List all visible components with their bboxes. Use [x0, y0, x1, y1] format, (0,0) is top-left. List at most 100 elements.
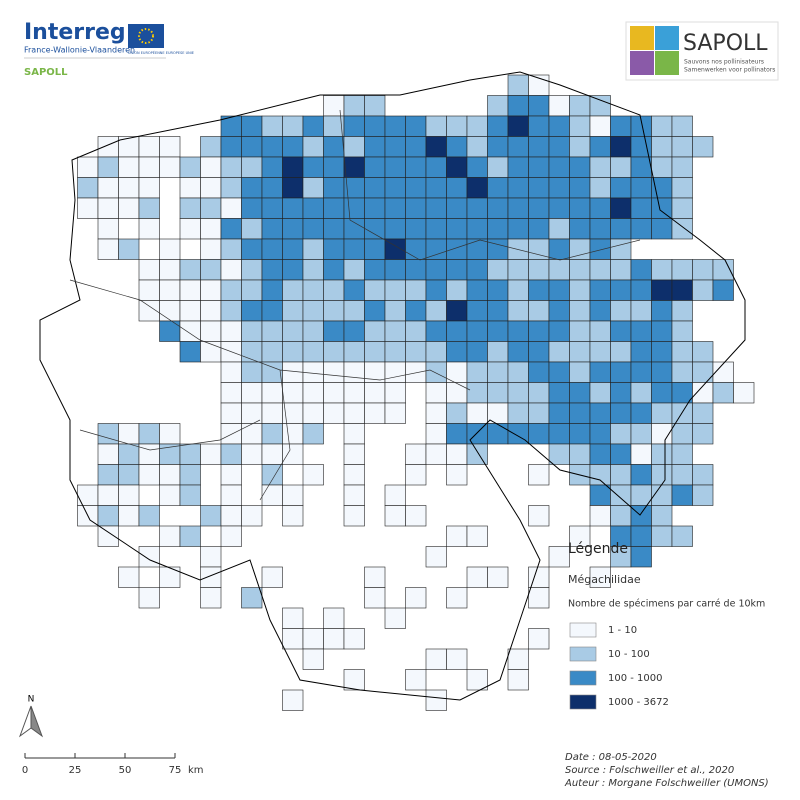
grid-cell — [200, 259, 222, 281]
legend-taxon: Mégachilidae — [568, 573, 641, 586]
grid-cell — [528, 279, 550, 301]
grid-cell — [466, 300, 488, 322]
grid-cell — [282, 279, 304, 301]
grid-cell — [507, 74, 529, 96]
grid-cell — [138, 443, 160, 465]
grid-cell — [200, 136, 222, 158]
grid-cell — [589, 218, 611, 240]
grid-cell — [159, 259, 181, 281]
grid-cell — [589, 320, 611, 342]
grid-cell — [364, 587, 386, 609]
credit-line: Date : 08-05-2020 — [565, 752, 657, 763]
grid-cell — [548, 218, 570, 240]
grid-cell — [179, 156, 201, 178]
grid-cell — [589, 156, 611, 178]
grid-cell — [220, 464, 242, 486]
eu-flag — [128, 24, 164, 48]
grid-cell — [261, 341, 283, 363]
grid-cell — [97, 197, 119, 219]
grid-cell — [118, 443, 140, 465]
legend-subtitle: Nombre de spécimens par carré de 10km — [568, 599, 765, 610]
grid-cell — [507, 95, 529, 117]
grid-cell — [138, 259, 160, 281]
grid-cell — [487, 361, 509, 383]
grid-cell — [343, 423, 365, 445]
grid-cell — [507, 341, 529, 363]
grid-cell — [651, 115, 673, 137]
grid-cell — [569, 279, 591, 301]
grid-cell — [118, 566, 140, 588]
grid-cell — [179, 197, 201, 219]
grid-cell — [589, 361, 611, 383]
grid-cell — [446, 300, 468, 322]
grid-cell — [118, 505, 140, 527]
grid-cell — [671, 423, 693, 445]
grid-cell — [610, 341, 632, 363]
grid-cell — [282, 505, 304, 527]
grid-cell — [343, 402, 365, 424]
grid-cell — [343, 115, 365, 137]
grid-cell — [466, 320, 488, 342]
grid-cell — [528, 423, 550, 445]
grid-cell — [97, 177, 119, 199]
grid-cell — [343, 197, 365, 219]
grid-cell — [220, 238, 242, 260]
grid-cell — [610, 279, 632, 301]
grid-cell — [179, 259, 201, 281]
grid-cell — [569, 320, 591, 342]
grid-cell — [343, 443, 365, 465]
grid-cell — [692, 361, 714, 383]
grid-cell — [528, 197, 550, 219]
grid-cell — [528, 136, 550, 158]
grid-cell — [589, 566, 611, 588]
grid-cell — [159, 238, 181, 260]
grid-cell — [487, 238, 509, 260]
grid-cell — [282, 156, 304, 178]
grid-cell — [138, 546, 160, 568]
grid-cell — [220, 423, 242, 445]
grid-cell — [261, 402, 283, 424]
grid-cell — [630, 197, 652, 219]
grid-cell — [651, 300, 673, 322]
grid-cell — [425, 197, 447, 219]
grid-cell — [610, 484, 632, 506]
grid-cell — [507, 156, 529, 178]
grid-cell — [548, 546, 570, 568]
grid-cell — [671, 259, 693, 281]
grid-cell — [446, 382, 468, 404]
logo-line: Sauvons nos pollinisateurs — [684, 59, 764, 66]
grid-cell — [507, 382, 529, 404]
grid-cell — [179, 484, 201, 506]
grid-cell — [569, 95, 591, 117]
grid-cell — [651, 443, 673, 465]
grid-cell — [569, 525, 591, 547]
grid-cell — [384, 341, 406, 363]
grid-cell — [323, 279, 345, 301]
grid-cell — [528, 628, 550, 650]
grid-cell — [651, 259, 673, 281]
grid-cell — [220, 136, 242, 158]
grid-cell — [692, 423, 714, 445]
grid-cell — [200, 546, 222, 568]
grid-cell — [282, 238, 304, 260]
grid-cell — [671, 484, 693, 506]
grid-cell — [466, 115, 488, 137]
grid-cell — [405, 443, 427, 465]
grid-cell — [651, 341, 673, 363]
grid-cell — [528, 320, 550, 342]
grid-cell — [220, 197, 242, 219]
grid-cell — [384, 402, 406, 424]
grid-cell — [548, 443, 570, 465]
grid-cell — [733, 382, 755, 404]
grid-cell — [651, 197, 673, 219]
grid-cell — [548, 320, 570, 342]
grid-cell — [97, 484, 119, 506]
grid-cell — [384, 259, 406, 281]
grid-cell — [425, 341, 447, 363]
grid-cell — [118, 423, 140, 445]
grid-cell — [323, 238, 345, 260]
grid-cell — [323, 341, 345, 363]
grid-cell — [671, 136, 693, 158]
grid-cell — [282, 218, 304, 240]
grid-cell — [220, 177, 242, 199]
